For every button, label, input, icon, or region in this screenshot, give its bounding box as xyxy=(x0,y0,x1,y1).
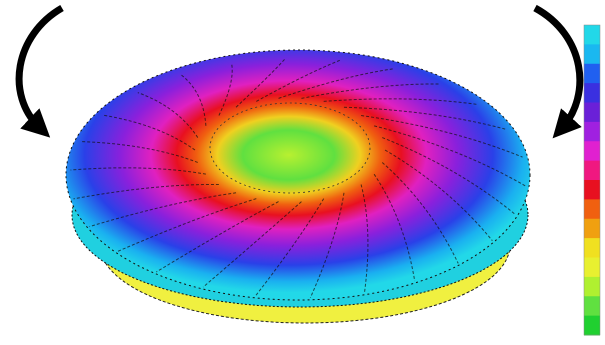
rotation-arrow-left xyxy=(19,8,62,128)
colorbar-segment xyxy=(584,83,600,103)
colorbar-segment xyxy=(584,122,600,142)
colorbar-segment xyxy=(584,199,600,219)
colorbar-segment xyxy=(584,103,600,123)
colorbar-segment xyxy=(584,277,600,297)
colorbar-segment xyxy=(584,238,600,258)
colorbar-segment xyxy=(584,219,600,239)
colorbar-segment xyxy=(584,64,600,84)
page: (() => { const data = JSON.parse(documen… xyxy=(0,0,605,345)
rotation-arrow-right xyxy=(535,8,580,128)
colorbar-segment xyxy=(584,141,600,161)
colorbar-segment xyxy=(584,44,600,64)
colorbar-segment xyxy=(584,296,600,316)
colorbar xyxy=(584,25,600,336)
colorbar-segment xyxy=(584,258,600,278)
scene xyxy=(0,0,605,345)
impeller-disc xyxy=(66,50,530,300)
colorbar-segment xyxy=(584,316,600,336)
colorbar-segment xyxy=(584,25,600,45)
colorbar-segment xyxy=(584,180,600,200)
colorbar-segment xyxy=(584,161,600,181)
